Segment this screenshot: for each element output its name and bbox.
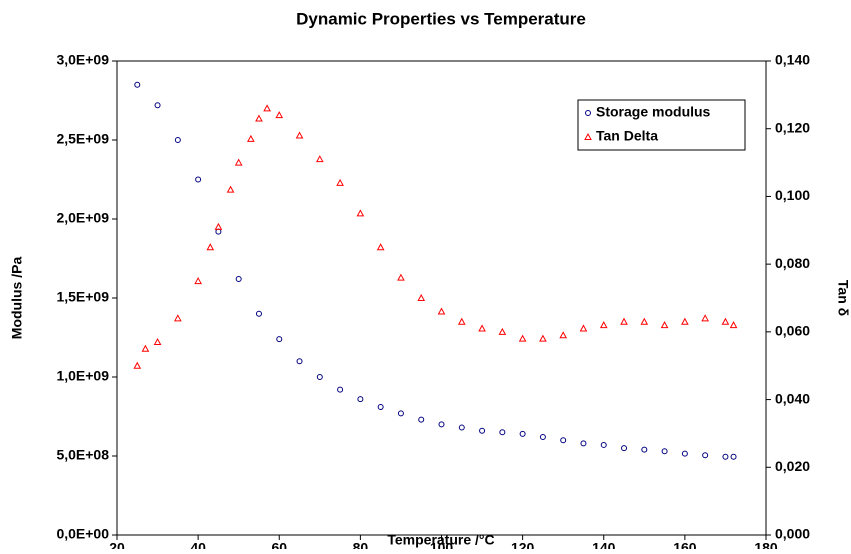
data-point [337,386,344,393]
legend-label: Tan Delta [596,128,658,144]
data-point [376,243,385,251]
x-tick-label: 20 [109,540,125,549]
data-point [722,453,729,460]
y-tick-label: 1,0E+09 [56,368,109,384]
x-tick-label: 40 [190,540,206,549]
data-point [559,331,568,339]
data-point [214,222,223,230]
data-point [539,334,547,342]
y2-axis-label: Tan δ [835,280,851,316]
legend-marker [584,132,592,140]
data-point [457,317,466,325]
data-point [154,102,161,109]
data-point [438,421,445,428]
data-point [356,209,365,217]
data-point [458,424,465,431]
data-point [560,437,567,444]
data-point [681,317,689,325]
data-point [336,178,344,186]
data-point [498,327,507,335]
data-point [234,158,243,166]
data-point [620,317,628,325]
data-point [296,358,303,365]
data-point [377,404,384,411]
data-point [174,314,182,322]
data-point [315,155,324,163]
legend-box [577,99,746,151]
data-point [255,310,262,317]
x-tick-label: 160 [673,540,697,549]
y-tick-label: 0,0E+00 [56,526,109,542]
data-point [417,293,426,301]
data-point [194,277,202,285]
data-point [730,453,737,460]
data-point [600,441,607,448]
x-tick-label: 60 [271,540,287,549]
y-tick-label: 2,5E+09 [56,131,109,147]
data-point [255,114,263,122]
data-point [316,374,323,380]
data-point [134,81,141,88]
data-point [621,445,628,452]
y-tick-label: 5,0E+08 [56,447,109,463]
data-point [721,317,730,325]
data-point [702,452,709,459]
legend-marker [585,110,591,116]
data-point [235,276,242,283]
y2-tick-label: 0,000 [775,526,810,542]
data-point [660,321,669,329]
x-tick-label: 80 [353,540,369,549]
data-point [641,446,648,453]
y-axis-label: Modulus /Pa [9,257,25,340]
data-point [357,396,364,403]
data-point [519,430,526,437]
data-point [539,434,546,441]
data-point [206,243,215,251]
data-point [681,450,688,457]
data-point [479,427,486,434]
data-point [418,416,425,423]
y-tick-label: 1,5E+09 [56,289,109,305]
chart-title: Dynamic Properties vs Temperature [296,9,586,28]
data-point [153,337,162,346]
data-point [195,176,202,183]
data-point [174,137,181,143]
data-point [276,336,283,343]
legend-label: Storage modulus [596,104,711,120]
data-point [141,344,150,352]
data-point [729,321,738,329]
y2-tick-label: 0,120 [775,119,810,135]
data-point [397,273,405,281]
data-point [263,104,271,112]
y2-tick-label: 0,020 [775,458,810,474]
data-point [478,324,486,332]
y2-tick-label: 0,060 [775,323,810,339]
y2-tick-label: 0,080 [775,255,810,271]
data-point [580,440,587,447]
x-tick-label: 120 [511,540,535,549]
data-point [599,321,608,329]
y-tick-label: 3,0E+09 [56,52,109,68]
data-point [295,131,304,139]
y2-tick-label: 0,040 [775,390,810,406]
data-point [518,334,527,342]
y-tick-label: 2,0E+09 [56,210,109,226]
y2-tick-label: 0,100 [775,187,810,203]
data-point [226,185,235,193]
y2-tick-label: 0,140 [775,52,810,68]
data-point [661,448,668,455]
data-point [275,111,284,119]
x-tick-label: 140 [592,540,616,549]
data-point [499,429,506,436]
data-point [640,317,649,325]
data-point [247,134,255,142]
data-point [437,307,446,315]
data-point [701,314,709,322]
data-point [579,324,588,332]
x-tick-label: 100 [430,540,454,549]
data-point [397,410,404,417]
data-point [133,361,142,369]
